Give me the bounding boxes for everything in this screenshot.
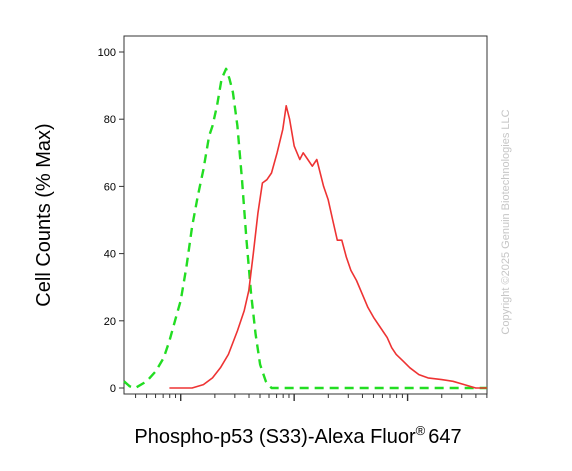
y-tick-label: 80	[104, 114, 116, 126]
y-tick-label: 20	[104, 316, 116, 328]
x-axis	[135, 394, 488, 401]
y-tick-label: 0	[110, 383, 116, 395]
y-axis: 0 20 40 60 80 100	[98, 47, 124, 395]
y-tick-label: 40	[104, 249, 116, 261]
x-axis-title-suffix: 647	[428, 426, 461, 448]
y-tick-label: 60	[104, 181, 116, 193]
y-axis-title: Cell Counts (% Max)	[33, 123, 55, 306]
plot-area	[123, 35, 488, 395]
copyright-watermark: Copyright ©2025 Genuin Biotechnologies L…	[500, 109, 512, 334]
series-line-dashed	[123, 67, 487, 390]
x-axis-title-main: Phospho-p53 (S33)-Alexa Fluor	[134, 426, 416, 448]
x-axis-title-superscript: ®	[416, 423, 426, 438]
series-line-solid	[169, 105, 487, 389]
plot-frame	[123, 35, 488, 395]
series-layer	[123, 67, 487, 390]
y-tick-label: 100	[98, 47, 116, 59]
x-axis-title: Phospho-p53 (S33)-Alexa Fluor® 647	[134, 423, 461, 448]
